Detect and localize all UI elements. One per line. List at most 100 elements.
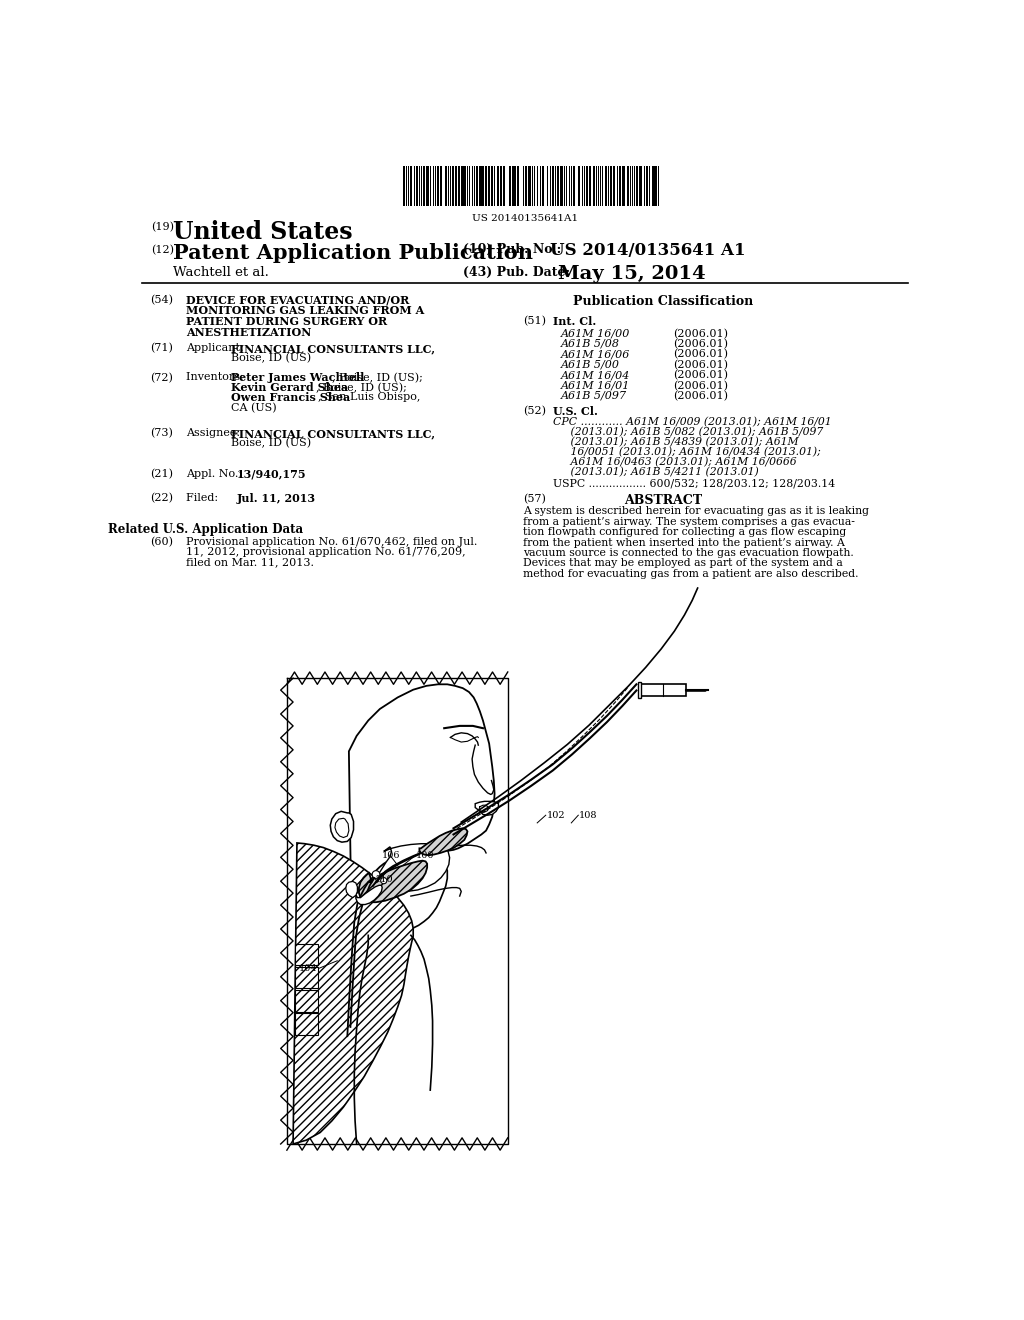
Bar [578,166,579,206]
Polygon shape [420,829,467,855]
Text: A61B 5/097: A61B 5/097 [560,391,627,401]
Text: (12): (12) [152,246,174,256]
Text: CPC ............ A61M 16/009 (2013.01); A61M 16/01: CPC ............ A61M 16/009 (2013.01); … [553,417,831,428]
Text: (2013.01); A61B 5/4211 (2013.01): (2013.01); A61B 5/4211 (2013.01) [553,467,759,478]
Bar [410,166,413,206]
Text: FINANCIAL CONSULTANTS LLC,: FINANCIAL CONSULTANTS LLC, [231,343,435,354]
Bar [403,166,406,206]
Bar [560,166,561,206]
Text: 104: 104 [299,964,317,973]
Bar [534,166,536,206]
Bar [566,166,567,206]
Bar [503,166,506,206]
Polygon shape [293,843,414,1144]
Bar [458,166,460,206]
Text: from the patient when inserted into the patient’s airway. A: from the patient when inserted into the … [523,537,845,548]
Bar [437,166,439,206]
Text: US 2014/0135641 A1: US 2014/0135641 A1 [550,243,745,259]
Polygon shape [640,684,686,696]
Text: , Boise, ID (US);: , Boise, ID (US); [332,372,423,383]
Bar [547,166,549,206]
Text: (51): (51) [523,317,546,326]
Text: ABSTRACT: ABSTRACT [624,494,701,507]
Polygon shape [356,886,382,904]
Bar [598,166,599,206]
Text: PATIENT DURING SURGERY OR: PATIENT DURING SURGERY OR [186,317,387,327]
Bar [479,166,480,206]
Polygon shape [345,851,447,936]
Polygon shape [346,882,357,898]
Text: Inventors:: Inventors: [186,372,248,383]
Text: (2006.01): (2006.01) [673,339,728,350]
Bar [584,166,585,206]
Text: (52): (52) [523,407,546,417]
Bar [618,166,621,206]
Bar [649,166,650,206]
Text: U.S. Cl.: U.S. Cl. [553,407,598,417]
Text: Appl. No.:: Appl. No.: [186,469,246,479]
Text: DEVICE FOR EVACUATING AND/OR: DEVICE FOR EVACUATING AND/OR [186,294,410,306]
Text: Provisional application No. 61/670,462, filed on Jul.: Provisional application No. 61/670,462, … [186,537,477,548]
Text: A61M 16/00: A61M 16/00 [560,329,630,338]
Polygon shape [349,684,495,903]
Bar [573,166,574,206]
Bar [604,166,606,206]
Text: 13/940,175: 13/940,175 [237,469,306,479]
Polygon shape [295,966,317,989]
Text: (73): (73) [150,428,173,438]
Bar [423,166,425,206]
Text: MONITORING GAS LEAKING FROM A: MONITORING GAS LEAKING FROM A [186,305,424,317]
Bar [474,166,475,206]
Text: (21): (21) [150,469,173,479]
Text: 16/0051 (2013.01); A61M 16/0434 (2013.01);: 16/0051 (2013.01); A61M 16/0434 (2013.01… [553,447,820,458]
Bar [542,166,544,206]
Text: A61M 16/04: A61M 16/04 [560,370,630,380]
Text: 11, 2012, provisional application No. 61/776,209,: 11, 2012, provisional application No. 61… [186,548,466,557]
Bar [476,166,478,206]
Text: (57): (57) [523,494,546,504]
Text: Boise, ID (US): Boise, ID (US) [231,354,311,363]
Text: May 15, 2014: May 15, 2014 [558,264,706,282]
Bar [455,166,457,206]
Bar [593,166,595,206]
Bar [426,166,429,206]
Bar [612,166,615,206]
Text: 110: 110 [375,875,393,883]
Bar [501,166,502,206]
Bar [557,166,559,206]
Bar [450,166,452,206]
Bar [529,166,531,206]
Text: , Boise, ID (US);: , Boise, ID (US); [316,383,408,393]
Text: Int. Cl.: Int. Cl. [553,317,596,327]
Bar [417,166,418,206]
Text: Kevin Gerard Shea: Kevin Gerard Shea [231,383,348,393]
Text: Related U.S. Application Data: Related U.S. Application Data [108,523,303,536]
Polygon shape [638,682,641,698]
Text: CA (US): CA (US) [231,403,276,413]
Polygon shape [475,801,499,816]
Text: (2006.01): (2006.01) [673,380,728,391]
Polygon shape [335,818,349,838]
Bar [481,166,482,206]
Text: A61B 5/08: A61B 5/08 [560,339,620,348]
Text: (19): (19) [152,222,174,232]
Bar [452,166,454,206]
Text: , San Luis Obispo,: , San Luis Obispo, [317,392,420,403]
Text: (60): (60) [150,537,173,548]
Bar [540,166,541,206]
Bar [636,166,638,206]
Polygon shape [331,812,353,842]
Bar [616,166,618,206]
Bar [492,166,494,206]
Text: US 20140135641A1: US 20140135641A1 [472,214,578,223]
Text: Owen Francis Shea: Owen Francis Shea [231,392,350,404]
Text: (22): (22) [150,494,173,504]
Text: Wachtell et al.: Wachtell et al. [173,267,269,280]
Text: filed on Mar. 11, 2013.: filed on Mar. 11, 2013. [186,557,314,568]
Text: (2006.01): (2006.01) [673,391,728,401]
Bar [408,166,409,206]
Text: Jul. 11, 2013: Jul. 11, 2013 [237,494,315,504]
Bar [514,166,516,206]
Text: Publication Classification: Publication Classification [572,294,753,308]
Text: Peter James Wachtell: Peter James Wachtell [231,372,365,383]
